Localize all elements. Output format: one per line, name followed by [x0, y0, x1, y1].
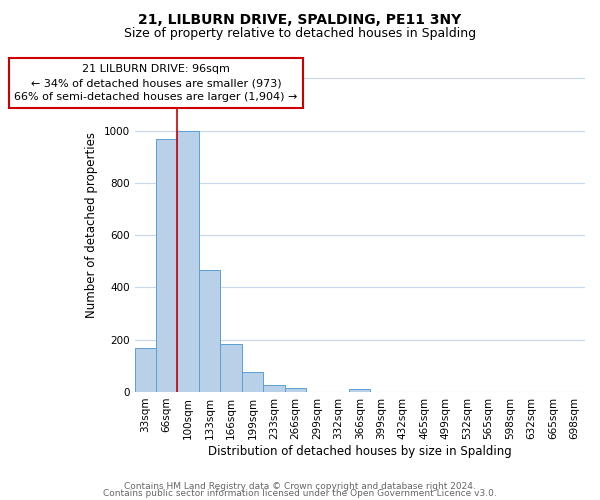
- Text: 21, LILBURN DRIVE, SPALDING, PE11 3NY: 21, LILBURN DRIVE, SPALDING, PE11 3NY: [139, 12, 461, 26]
- Bar: [199, 270, 220, 392]
- Bar: [156, 138, 178, 392]
- Bar: [220, 344, 242, 392]
- Bar: [349, 390, 370, 392]
- Bar: [242, 372, 263, 392]
- Y-axis label: Number of detached properties: Number of detached properties: [85, 132, 98, 318]
- Bar: [134, 348, 156, 392]
- Text: Size of property relative to detached houses in Spalding: Size of property relative to detached ho…: [124, 28, 476, 40]
- Bar: [263, 386, 284, 392]
- Text: Contains public sector information licensed under the Open Government Licence v3: Contains public sector information licen…: [103, 490, 497, 498]
- Text: Contains HM Land Registry data © Crown copyright and database right 2024.: Contains HM Land Registry data © Crown c…: [124, 482, 476, 491]
- Bar: [178, 130, 199, 392]
- X-axis label: Distribution of detached houses by size in Spalding: Distribution of detached houses by size …: [208, 444, 512, 458]
- Text: 21 LILBURN DRIVE: 96sqm
← 34% of detached houses are smaller (973)
66% of semi-d: 21 LILBURN DRIVE: 96sqm ← 34% of detache…: [14, 64, 298, 102]
- Bar: [284, 388, 306, 392]
